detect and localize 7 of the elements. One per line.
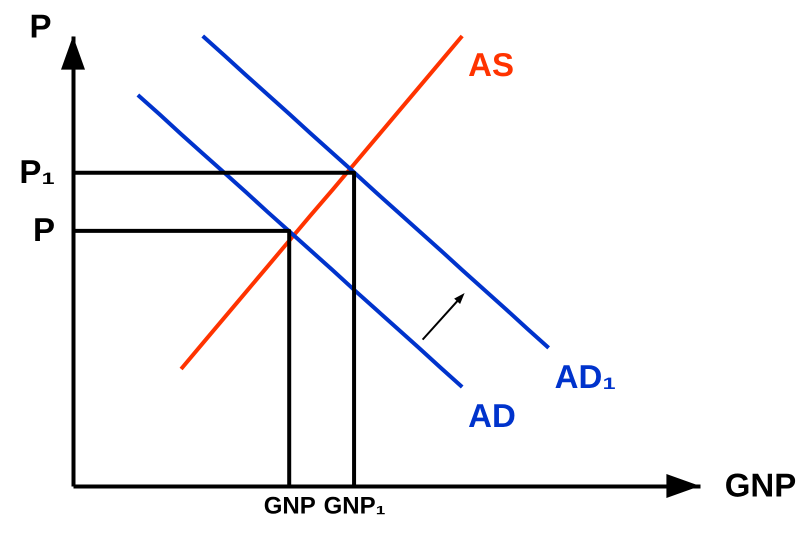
x-tick-label: GNP₁ [324,492,386,520]
series-label: AD₁ [554,358,616,395]
series-label: AD [468,397,516,434]
series-label: AS [468,46,514,83]
y-axis-title: P [29,8,52,44]
series-label: P [32,210,55,248]
series-label: P₁ [19,152,55,190]
